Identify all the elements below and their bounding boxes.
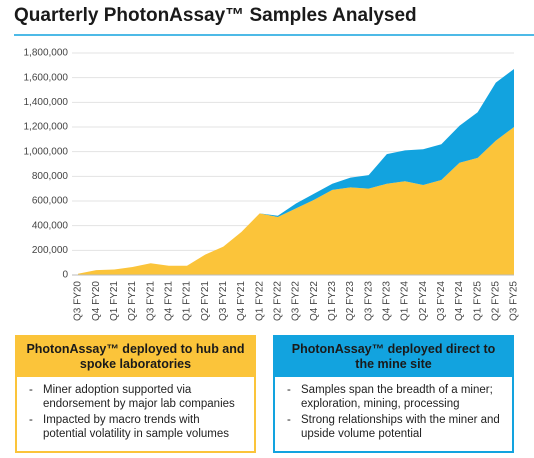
bullet-list: Samples span the breadth of a miner; exp… bbox=[275, 383, 512, 441]
y-tick-label: 0 bbox=[62, 270, 68, 281]
area bbox=[78, 69, 514, 274]
x-tick-label: Q3 FY24 bbox=[436, 281, 447, 321]
chart-title: Quarterly PhotonAssay™ Samples Analysed bbox=[14, 5, 417, 26]
y-tick-label: 1,000,000 bbox=[24, 146, 69, 157]
x-tick-label: Q2 FY25 bbox=[490, 281, 501, 321]
x-tick-label: Q3 FY22 bbox=[291, 281, 302, 321]
x-tick-label: Q2 FY24 bbox=[418, 281, 429, 321]
x-tick-label: Q4 FY20 bbox=[91, 281, 102, 321]
x-tick-label: Q1 FY25 bbox=[472, 281, 483, 321]
x-tick-label: Q2 FY21 bbox=[200, 281, 211, 321]
x-tick-label: Q4 FY21 bbox=[163, 281, 174, 321]
x-tick-label: Q4 FY22 bbox=[309, 281, 320, 321]
x-tick-label: Q3 FY21 bbox=[218, 281, 229, 321]
x-tick-label: Q2 FY21 bbox=[127, 281, 138, 321]
panel: PhotonAssay™ deployed to hub and spoke l… bbox=[15, 335, 256, 453]
y-tick-label: 1,200,000 bbox=[24, 122, 69, 133]
x-tick-label: Q2 FY23 bbox=[345, 281, 356, 321]
x-tick-label: Q1 FY23 bbox=[327, 281, 338, 321]
x-tick-label: Q1 FY21 bbox=[109, 281, 120, 321]
y-tick-label: 600,000 bbox=[32, 196, 69, 207]
chart: Quarterly PhotonAssay™ Samples Analysed … bbox=[14, 5, 534, 321]
x-tick-label: Q4 FY23 bbox=[381, 281, 392, 321]
x-tick-label: Q4 FY24 bbox=[454, 281, 465, 321]
bullet: Impacted by macro trends with potential … bbox=[29, 413, 246, 441]
y-tick-label: 800,000 bbox=[32, 171, 69, 182]
x-tick-label: Q1 FY22 bbox=[254, 281, 265, 321]
bullet: Miner adoption supported via endorsement… bbox=[29, 383, 246, 411]
panel-title: PhotonAssay™ deployed to hub and spoke l… bbox=[17, 337, 254, 377]
y-tick-label: 1,400,000 bbox=[24, 97, 69, 108]
panel: PhotonAssay™ deployed direct to the mine… bbox=[273, 335, 514, 453]
bullet: Samples span the breadth of a miner; exp… bbox=[287, 383, 504, 411]
bullet: Strong relationships with the miner and … bbox=[287, 413, 504, 441]
y-tick-label: 1,600,000 bbox=[24, 72, 69, 83]
y-tick-label: 200,000 bbox=[32, 245, 69, 256]
area bbox=[78, 127, 514, 275]
y-tick-label: 400,000 bbox=[32, 220, 69, 231]
x-tick-label: Q3 FY25 bbox=[509, 281, 520, 321]
x-tick-label: Q1 FY21 bbox=[182, 281, 193, 321]
bullet-list: Miner adoption supported via endorsement… bbox=[17, 383, 254, 441]
x-tick-label: Q3 FY23 bbox=[363, 281, 374, 321]
x-tick-label: Q3 FY21 bbox=[145, 281, 156, 321]
x-tick-label: Q4 FY21 bbox=[236, 281, 247, 321]
x-tick-label: Q3 FY20 bbox=[73, 281, 84, 321]
x-tick-label: Q2 FY22 bbox=[272, 281, 283, 321]
x-tick-label: Q1 FY24 bbox=[400, 281, 411, 321]
y-tick-label: 1,800,000 bbox=[24, 48, 69, 59]
panel-title: PhotonAssay™ deployed direct to the mine… bbox=[275, 337, 512, 377]
